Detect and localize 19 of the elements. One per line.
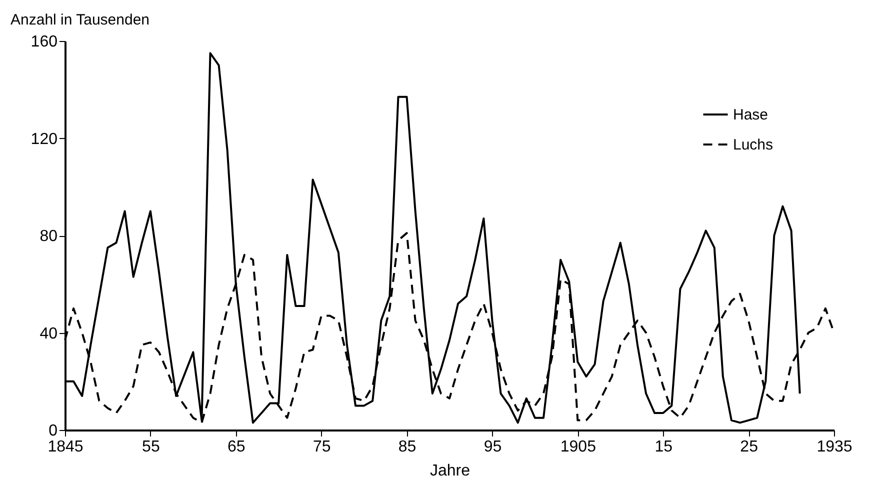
y-tick-label: 0 xyxy=(48,422,58,440)
x-tick-label: 15 xyxy=(654,438,673,456)
legend-label: Hase xyxy=(733,106,768,124)
x-tick-label: 55 xyxy=(142,438,160,456)
x-tick-label: 1935 xyxy=(816,438,852,456)
x-tick-label: 1905 xyxy=(560,438,596,456)
y-tick-label: 120 xyxy=(30,130,58,148)
x-tick-label: 25 xyxy=(740,438,758,456)
x-tick-label: 65 xyxy=(227,438,246,456)
x-tick-label: 95 xyxy=(484,438,502,456)
y-tick-label: 40 xyxy=(40,325,58,342)
x-tick-label: 1845 xyxy=(48,438,84,456)
y-tick-label: 160 xyxy=(30,34,58,50)
x-axis-title: Jahre xyxy=(430,462,470,480)
y-axis-title: Anzahl in Tausenden xyxy=(10,12,150,28)
x-tick-label: 75 xyxy=(312,438,331,456)
legend-label: Luchs xyxy=(733,136,774,154)
x-tick-label: 85 xyxy=(398,438,416,456)
y-tick-label: 80 xyxy=(40,228,58,245)
